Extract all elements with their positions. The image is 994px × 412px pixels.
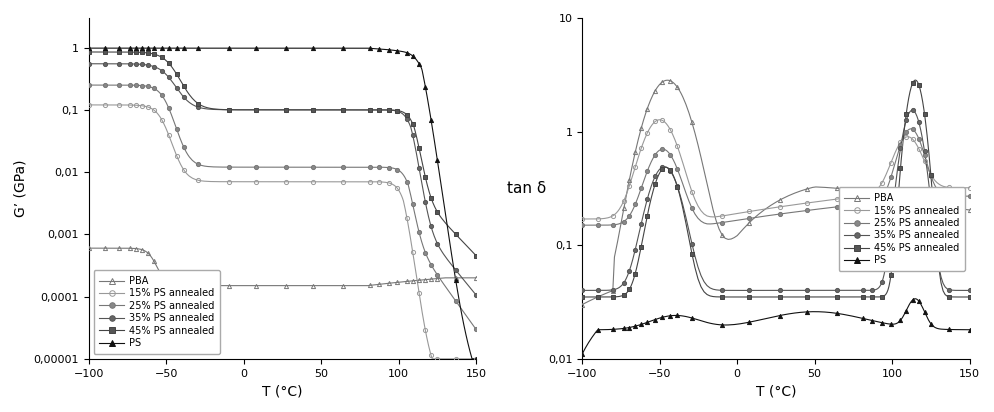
Legend: PBA, 15% PS annealed, 25% PS annealed, 35% PS annealed, 45% PS annealed, PS: PBA, 15% PS annealed, 25% PS annealed, 3… [93, 270, 220, 354]
Legend: PBA, 15% PS annealed, 25% PS annealed, 35% PS annealed, 45% PS annealed, PS: PBA, 15% PS annealed, 25% PS annealed, 3… [839, 187, 965, 271]
Y-axis label: G’ (GPa): G’ (GPa) [14, 159, 28, 217]
X-axis label: T (°C): T (°C) [262, 384, 302, 398]
Y-axis label: tan δ: tan δ [508, 181, 547, 196]
X-axis label: T (°C): T (°C) [755, 384, 796, 398]
